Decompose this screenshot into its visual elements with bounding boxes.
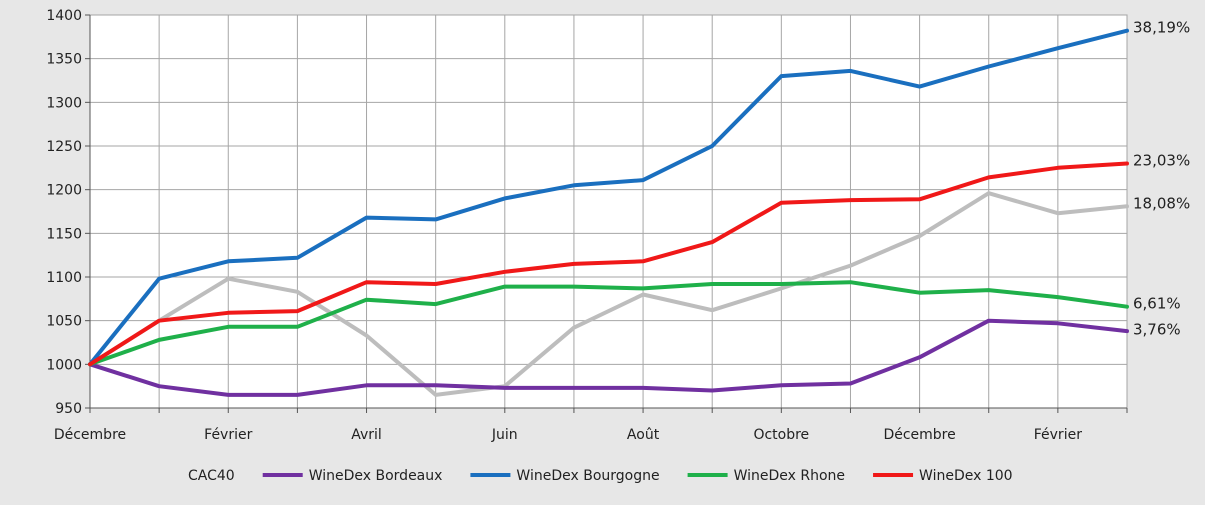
axes: 950 1000 1050 1100 1150 1200 1250 1300 1350 1400 D… [46,8,1128,443]
series-line-winedex-bourgogne [88,28,1129,367]
end-value-label: 18,08% [1133,194,1190,212]
y-tick-label: 1200 [46,183,82,199]
plot-area [89,14,1128,409]
x-tick-label: Février [1034,427,1082,443]
series-line-winedex-bordeaux [88,318,1129,397]
legend-label: CAC40 [188,468,235,484]
y-tick-label: 1100 [46,270,82,286]
x-tick-label: Juin [491,427,518,443]
y-tick-label: 1300 [46,95,82,111]
legend-label: WineDex Bordeaux [309,468,443,484]
y-tick-label: 1150 [46,226,82,242]
end-value-label: 38,19% [1133,19,1190,37]
end-labels: 38,19% 23,03% 18,08% 6,61% 3,76% [1133,19,1190,339]
x-tick-label: Décembre [883,427,955,443]
y-tick-label: 950 [55,401,82,417]
series-line-winedex-rhone [88,280,1129,367]
legend-label: WineDex Bourgogne [516,468,659,484]
end-value-label: 6,61% [1133,295,1181,313]
x-tick-label: Décembre [54,427,126,443]
legend: CAC40 WineDex Bordeaux WineDex Bourgogne Wi… [188,468,1013,484]
series-lines [88,28,1129,397]
legend-label: WineDex 100 [919,468,1013,484]
y-tick-label: 1350 [46,52,82,68]
end-value-label: 23,03% [1133,151,1190,169]
series-line-winedex-100 [88,161,1129,367]
legend-label: WineDex Rhone [734,468,845,484]
series-line-cac40 [88,191,1129,397]
y-tick-label: 1050 [46,314,82,330]
x-tick-label: Février [204,427,252,443]
y-tick-label: 1250 [46,139,82,155]
y-tick-label: 1000 [46,357,82,373]
y-tick-label: 1400 [46,8,82,24]
x-tick-label: Octobre [753,427,809,443]
x-tick-label: Août [627,427,660,443]
x-tick-label: Avril [351,427,382,443]
end-value-label: 3,76% [1133,321,1181,339]
